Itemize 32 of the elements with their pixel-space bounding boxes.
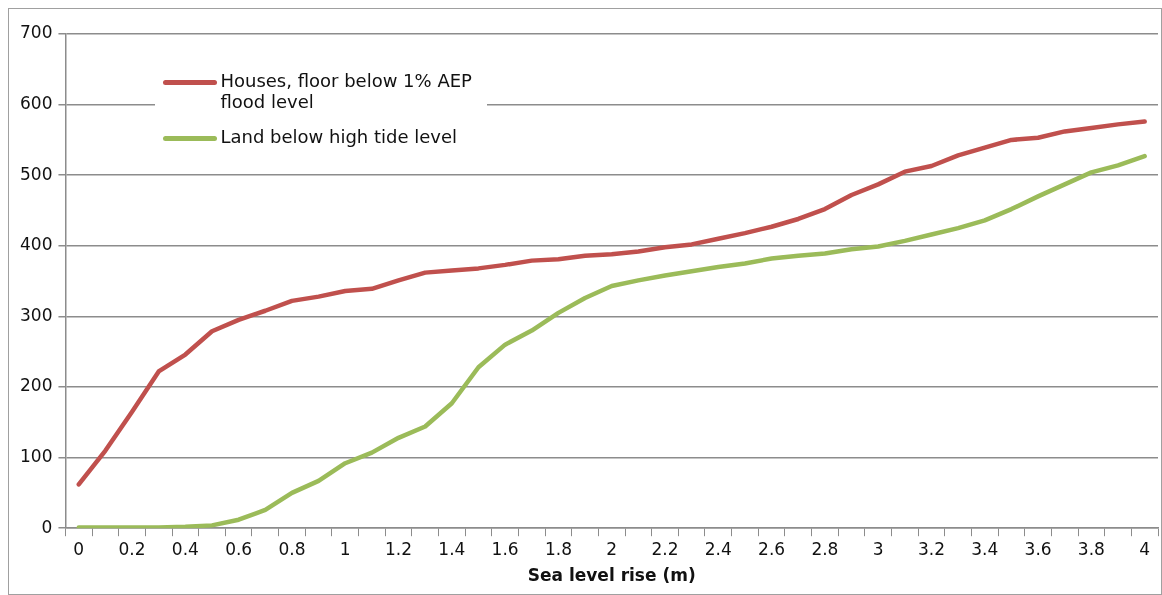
y-tick-label: 700 [19,22,53,43]
x-axis-title: Sea level rise (m) [527,565,696,586]
x-tick-label: 2 [606,538,618,559]
x-tick-label: 4 [1139,538,1151,559]
y-tick-label: 500 [19,163,53,184]
x-tick-label: 1.4 [438,538,466,559]
x-tick-label: 2.4 [704,538,732,559]
y-tick-label: 200 [19,375,53,396]
x-tick-label: 2.8 [811,538,839,559]
x-tick-label: 1.8 [544,538,572,559]
y-tick-label: 100 [19,446,53,467]
x-tick-label: 0 [73,538,85,559]
x-tick-label: 3.4 [971,538,999,559]
x-tick-label: 3 [872,538,884,559]
x-tick-label: 0.2 [118,538,146,559]
y-tick-label: 300 [19,304,53,325]
x-tick-label: 2.2 [651,538,679,559]
x-tick-label: 0.4 [171,538,199,559]
x-tick-label: 3.8 [1077,538,1105,559]
legend-label: Houses, floor below 1% AEP flood level [220,70,473,112]
y-tick-label: 0 [41,516,53,537]
y-tick-label: 400 [19,234,53,255]
legend-label: Land below high tide level [220,126,458,147]
x-tick-label: 1 [339,538,351,559]
y-tick-label: 600 [19,93,53,114]
x-tick-label: 0.6 [225,538,253,559]
x-tick-label: 3.6 [1024,538,1052,559]
x-tick-label: 2.6 [758,538,786,559]
x-tick-label: 0.8 [278,538,306,559]
x-tick-label: 1.2 [385,538,413,559]
x-tick-label: 1.6 [491,538,519,559]
x-tick-label: 3.2 [917,538,946,559]
